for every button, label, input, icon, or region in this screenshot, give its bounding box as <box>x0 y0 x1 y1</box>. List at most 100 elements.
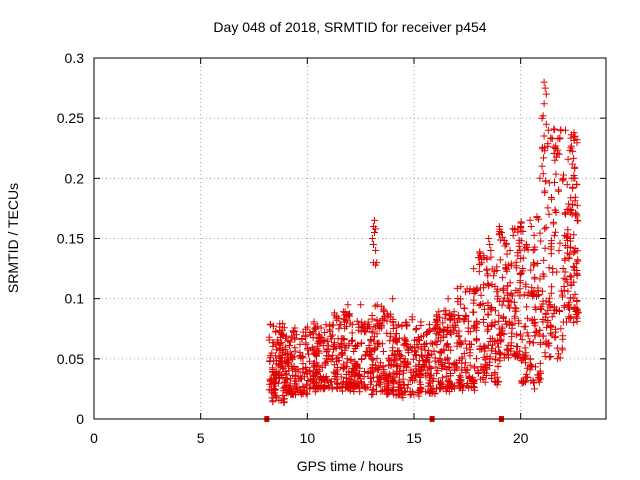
data-point <box>402 318 410 326</box>
data-point <box>433 369 441 377</box>
data-point <box>480 353 488 361</box>
data-point <box>432 363 440 371</box>
data-point <box>371 229 378 236</box>
data-point <box>455 312 463 319</box>
x-tick-label: 20 <box>513 430 529 446</box>
data-point <box>516 285 524 293</box>
data-point <box>570 264 578 271</box>
data-point <box>380 348 387 355</box>
data-point <box>473 355 480 363</box>
data-point <box>570 154 578 162</box>
data-point <box>329 331 337 339</box>
data-point <box>550 143 558 151</box>
data-point <box>371 216 378 224</box>
data-point <box>384 390 392 398</box>
data-point <box>306 328 314 336</box>
data-point <box>417 318 425 326</box>
data-point <box>466 361 474 369</box>
data-point <box>574 257 582 265</box>
data-point <box>498 325 506 333</box>
data-point <box>484 299 492 307</box>
data-point <box>572 313 580 321</box>
data-point <box>364 369 372 377</box>
data-point <box>415 367 423 375</box>
data-point <box>531 275 539 283</box>
data-point <box>507 260 515 268</box>
data-point <box>544 204 552 212</box>
data-point <box>356 388 364 396</box>
data-point <box>299 387 307 395</box>
data-point <box>275 369 283 377</box>
data-point <box>536 229 544 237</box>
data-point <box>381 375 389 383</box>
data-point <box>527 223 535 230</box>
data-point <box>338 351 346 359</box>
data-point <box>498 233 506 241</box>
data-point <box>436 328 444 336</box>
plot-frame <box>93 57 607 420</box>
data-point <box>487 247 495 254</box>
data-point <box>377 387 385 395</box>
data-point <box>470 296 478 304</box>
data-point <box>436 348 444 356</box>
data-point <box>469 383 477 390</box>
data-point <box>501 351 509 359</box>
data-point <box>313 385 321 393</box>
data-point <box>425 379 433 387</box>
data-point <box>352 343 360 350</box>
data-point <box>368 378 375 386</box>
data-point <box>517 269 525 277</box>
data-point <box>550 220 557 228</box>
data-point <box>545 179 553 187</box>
data-point <box>425 389 433 397</box>
data-point <box>384 312 392 320</box>
data-point <box>400 341 408 349</box>
data-point <box>378 302 386 310</box>
data-point <box>266 352 274 360</box>
data-point <box>358 378 365 386</box>
data-point <box>571 247 579 255</box>
data-point <box>303 323 311 331</box>
data-point <box>479 318 487 326</box>
data-point <box>467 340 475 348</box>
data-point <box>542 120 550 128</box>
data-point <box>354 341 361 349</box>
data-point <box>466 352 474 360</box>
data-point <box>560 274 568 282</box>
data-point <box>458 355 466 363</box>
data-point <box>503 250 511 258</box>
data-point <box>339 308 347 316</box>
data-point <box>401 387 409 395</box>
data-point <box>392 330 400 338</box>
data-point <box>427 371 435 379</box>
data-point <box>357 301 365 309</box>
data-point <box>327 356 335 364</box>
data-point <box>569 262 577 270</box>
data-point <box>481 305 488 313</box>
data-point <box>373 354 381 362</box>
data-point <box>383 317 391 325</box>
data-point <box>570 319 578 326</box>
data-point <box>484 270 492 278</box>
data-point <box>353 317 361 325</box>
data-point <box>528 284 536 292</box>
data-point <box>562 210 570 218</box>
data-point <box>459 383 467 391</box>
data-point <box>265 386 273 394</box>
data-point <box>542 337 550 345</box>
data-point <box>539 287 546 295</box>
data-point <box>433 322 441 330</box>
data-point <box>537 305 545 313</box>
data-point <box>355 383 363 391</box>
data-point <box>405 349 412 357</box>
data-point <box>573 210 581 218</box>
data-point <box>519 228 527 235</box>
data-point <box>444 354 452 362</box>
data-point <box>555 350 562 358</box>
data-point <box>424 354 431 361</box>
data-point <box>551 156 559 164</box>
data-point <box>547 245 555 253</box>
data-point <box>570 231 578 239</box>
data-point <box>539 112 547 120</box>
data-point <box>528 316 536 324</box>
